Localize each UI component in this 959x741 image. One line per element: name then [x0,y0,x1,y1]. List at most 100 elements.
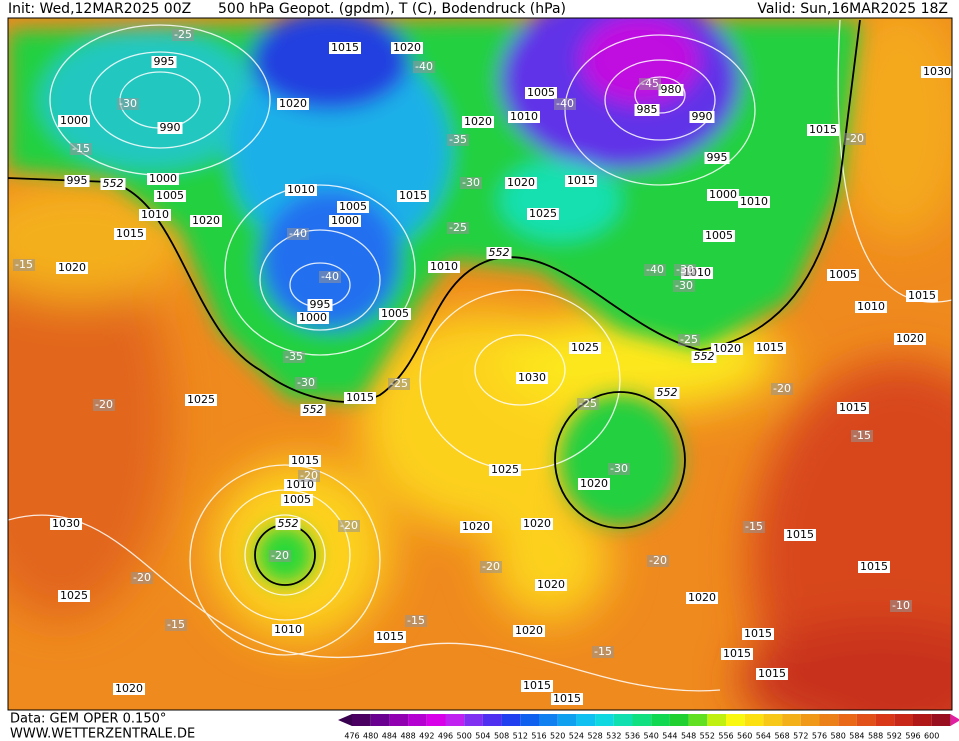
scale-label: 584 [849,732,864,741]
pressure-label-group: 1000 [58,114,90,127]
pressure-label: 1015 [758,667,786,680]
pressure-label: 1015 [567,174,595,187]
scale-label: 536 [625,732,640,741]
temperature-label: -35 [449,133,467,146]
temperature-label-box [405,615,427,627]
pressure-label: 1025 [60,589,88,602]
pressure-label-group: 1015 [565,174,597,187]
pressure-label-group: 1000 [707,188,739,201]
temperature-label: -10 [892,599,910,612]
temperature-label-group: -25 [577,397,599,410]
temperature-label-box [70,143,92,155]
pressure-label-box [272,624,304,636]
pressure-label-group: 1030 [921,65,952,78]
pressure-label-box [756,668,788,680]
pressure-label-group: 1025 [58,589,90,602]
scale-swatch [464,714,483,726]
pressure-label-group: 1015 [807,123,839,136]
scale-label: 484 [382,732,397,741]
pressure-label-box [489,464,521,476]
pressure-label: 995 [67,174,88,187]
temperature-label-box [592,646,614,658]
pressure-label-box [565,175,597,187]
temperature-label-box [644,264,666,276]
scale-swatch [557,714,577,726]
pressure-label: 1005 [339,200,367,213]
pressure-label-group: 1020 [505,176,537,189]
temperature-label: -35 [285,350,303,363]
pressure-label-group: 1015 [756,667,788,680]
pressure-label-box [56,262,88,274]
scale-swatch [651,714,670,726]
temperature-label: -25 [680,333,698,346]
pressure-label-box [329,42,361,54]
pressure-label-group: 1000 [329,214,361,227]
pressure-label: 1005 [156,189,184,202]
temperature-label-group: -25 [678,333,700,346]
site-url: WWW.WETTERZENTRALE.DE [10,727,195,741]
geopotential-label: 552 [489,246,510,259]
temperature-label: -30 [297,376,315,389]
temperature-label-box [165,619,187,631]
pressure-label-group: 1015 [551,692,583,705]
pressure-label: 1005 [283,493,311,506]
temperature-label-box [413,61,435,73]
temperature-label-box [388,378,410,390]
pressure-label: 1015 [860,560,888,573]
pressure-label-box [397,190,429,202]
pressure-label: 1015 [908,289,936,302]
temperature-label: -25 [390,377,408,390]
geopotential-label: 552 [303,403,324,416]
scale-swatch [389,714,409,726]
temperature-label: -40 [321,270,339,283]
scale-swatch [800,714,820,726]
temperature-label-group: -15 [592,645,614,658]
pressure-label: 1015 [786,528,814,541]
geopotential-label-box [275,518,301,530]
temperature-label: -40 [415,60,433,73]
color-scale: 476 480 484 488 492 496 500 504 508 512 516 520 524 5… [338,714,959,741]
pressure-label: 1005 [705,229,733,242]
pressure-label-box [460,521,492,533]
pressure-label-box [858,561,890,573]
temperature-label-box [131,572,153,584]
pressure-label-group: 1015 [906,289,938,302]
pressure-label-box [535,579,567,591]
temperature-label-box [480,561,502,573]
scale-label: 580 [831,732,846,741]
temperature-label-box [674,264,696,276]
pressure-label: 1020 [393,41,421,54]
temperature-label-group: -10 [890,599,912,612]
pressure-label-box [516,372,548,384]
scale-label: 492 [419,732,434,741]
temperature-label-group: -20 [647,554,669,567]
scale-swatch [838,714,857,726]
pressure-label-group: 1015 [784,528,816,541]
temperature-label-group: -20 [131,571,153,584]
scale-swatch [782,714,801,726]
scale-swatch [669,714,689,726]
pressure-label-box [379,308,411,320]
pressure-label-box [329,215,361,227]
geopotential-label-box [486,247,512,259]
pressure-label-group: 1010 [855,300,887,313]
pressure-label: 1010 [857,300,885,313]
temperature-label-box [608,463,630,475]
pressure-label-group: 1030 [50,517,82,530]
pressure-label-box [525,87,557,99]
pressure-label: 1020 [580,477,608,490]
pressure-label-group: 1010 [285,183,317,196]
temperature-label-box [117,98,139,110]
pressure-label-group: 1020 [190,214,222,227]
scale-label: 596 [905,732,920,741]
pressure-label: 1020 [896,332,924,345]
temperature-label-group: -15 [405,614,427,627]
temperature-label-group: -15 [743,520,765,533]
scale-label: 592 [887,732,902,741]
geopotential-label-box [100,178,126,190]
pressure-label-group: 1020 [686,591,718,604]
pressure-label: 1015 [346,391,374,404]
pressure-label-group: 980 [658,83,684,96]
temperature-label-group: -40 [644,263,666,276]
geopotential-552 [8,19,861,403]
